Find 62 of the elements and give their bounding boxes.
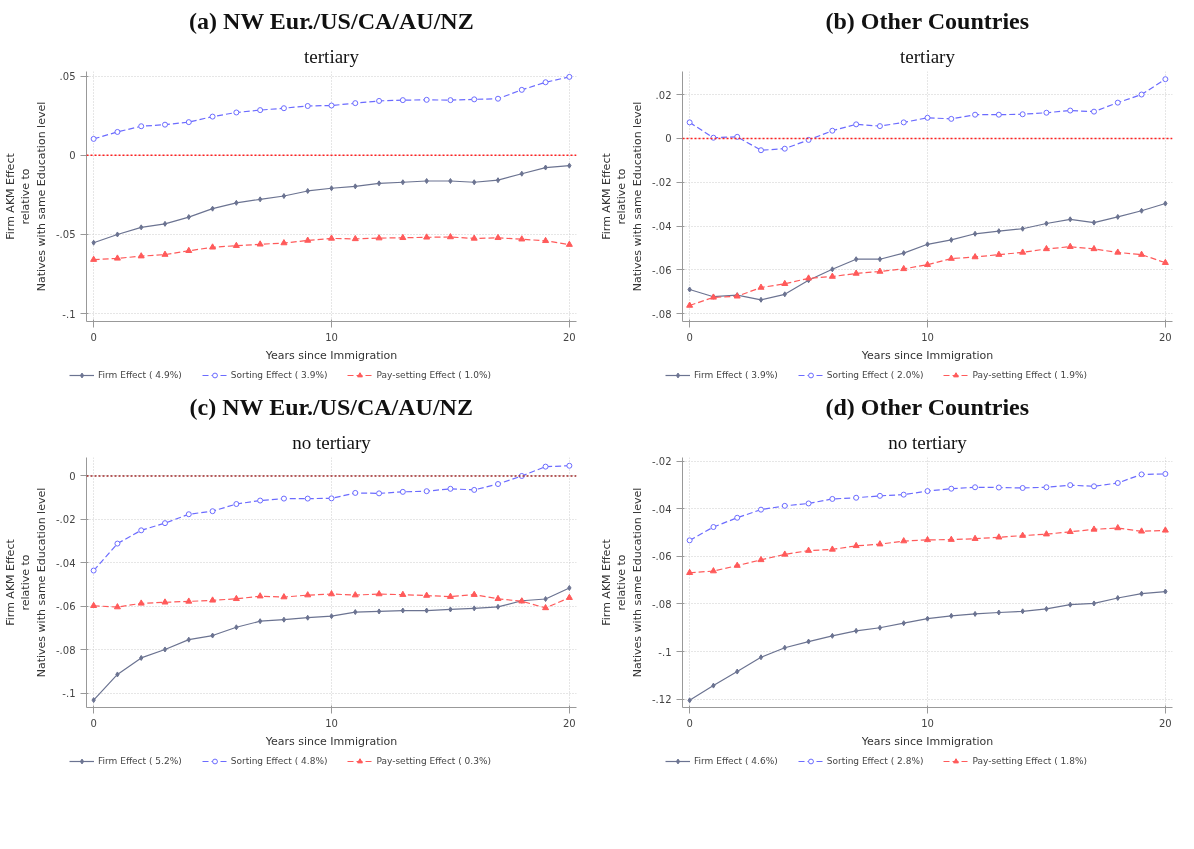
legend-label: Pay-setting Effect ( 1.8%) [972,755,1087,767]
y-tick-label: -.06 [55,601,76,613]
legend-label: Sorting Effect ( 3.9%) [230,369,328,381]
y-tick-label: -.1 [62,688,76,700]
x-axis-title: Years since Immigration [860,734,994,748]
y-tick-label: 0 [69,150,76,162]
y-tick-label: -.04 [651,503,672,515]
legend-label: Firm Effect ( 5.2%) [98,755,182,767]
legend-label: Pay-setting Effect ( 1.9%) [972,369,1087,381]
y-tick-label: -.04 [55,557,76,569]
chart-subtitle: no tertiary [292,431,372,453]
x-tick-label: 20 [563,717,576,729]
y-axis-title: Firm AKM Effect relative to Natives with same Education level [3,487,48,678]
y-tick-label: .05 [59,71,76,83]
legend-label: Sorting Effect ( 2.8%) [826,755,924,767]
x-axis-title: Years since Immigration [264,734,398,748]
y-axis-title: Firm AKM Effect relative to Natives with same Education level [599,101,644,292]
chart-subtitle: tertiary [900,45,956,67]
legend-label: Sorting Effect ( 2.0%) [826,369,924,381]
y-tick-label: -.06 [651,264,672,276]
chart-subtitle: no tertiary [888,431,968,453]
y-axis-title: Firm AKM Effect relative to Natives with same Education level [599,487,644,678]
legend-label: Firm Effect ( 4.9%) [98,369,182,381]
y-tick-label: -.06 [651,551,672,563]
y-tick-label: -.08 [651,308,672,320]
x-tick-label: 10 [921,331,934,343]
legend-label: Pay-setting Effect ( 1.0%) [376,369,491,381]
y-tick-label: -.1 [62,308,76,320]
y-tick-label: -.05 [55,229,76,241]
y-tick-label: -.02 [55,514,76,526]
legend-label: Firm Effect ( 4.6%) [694,755,778,767]
y-tick-label: -.04 [651,221,672,233]
x-tick-label: 0 [686,717,693,729]
y-tick-label: 0 [69,470,76,482]
y-tick-label: -.02 [651,456,672,468]
chart-title: (d) Other Countries [825,393,1030,420]
chart-title: (c) NW Eur./US/CA/AU/NZ [189,393,473,420]
x-tick-label: 10 [921,717,934,729]
legend-label: Sorting Effect ( 4.8%) [230,755,328,767]
x-tick-label: 20 [563,331,576,343]
x-tick-label: 0 [90,717,97,729]
y-tick-label: -.02 [651,177,672,189]
x-tick-label: 20 [1159,717,1172,729]
y-tick-label: .02 [655,89,672,101]
legend-label: Pay-setting Effect ( 0.3%) [376,755,491,767]
x-tick-label: 20 [1159,331,1172,343]
y-axis-title: Firm AKM Effect relative to Natives with same Education level [3,101,48,292]
x-axis-title: Years since Immigration [264,348,398,362]
y-tick-label: -.12 [651,694,672,706]
y-tick-label: -.08 [55,644,76,656]
y-tick-label: -.08 [651,598,672,610]
x-tick-label: 0 [90,331,97,343]
x-axis-title: Years since Immigration [860,348,994,362]
y-tick-label: -.1 [658,646,672,658]
x-tick-label: 10 [325,331,338,343]
chart-subtitle: tertiary [304,45,360,67]
chart-title: (a) NW Eur./US/CA/AU/NZ [188,7,474,34]
chart-title: (b) Other Countries [825,7,1030,34]
legend-label: Firm Effect ( 3.9%) [694,369,778,381]
y-tick-label: 0 [665,133,672,145]
x-tick-label: 0 [686,331,693,343]
x-tick-label: 10 [325,717,338,729]
